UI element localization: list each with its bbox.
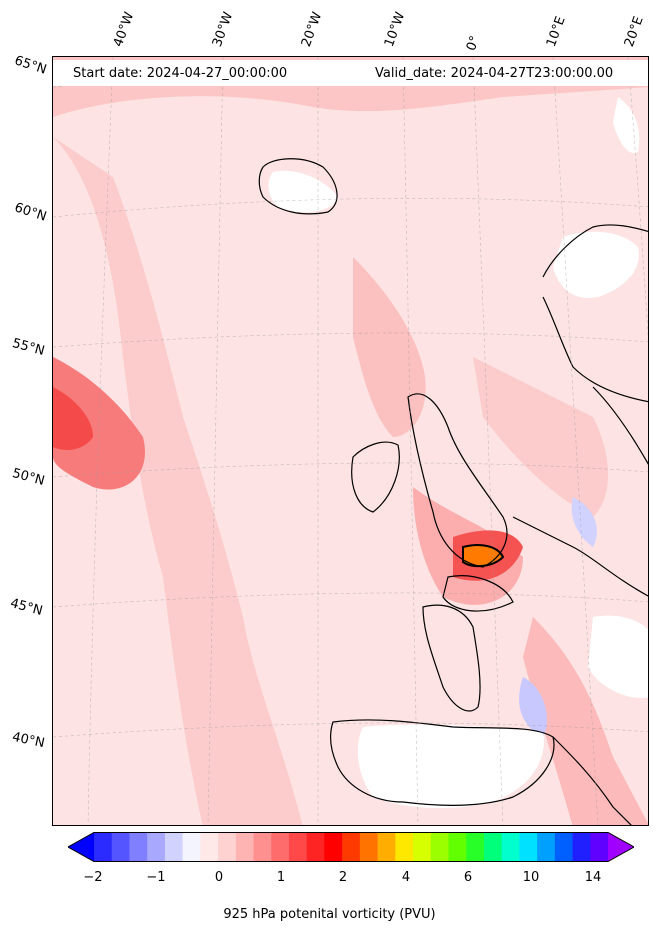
colorbar-cell bbox=[519, 832, 538, 862]
colorbar-cell bbox=[218, 832, 237, 862]
mask-norway-north bbox=[613, 97, 640, 153]
colorbar-cell bbox=[129, 832, 148, 862]
colorbar-extend-min bbox=[68, 832, 94, 862]
mask-iceland bbox=[268, 170, 338, 213]
colorbar-cell bbox=[271, 832, 290, 862]
colorbar-cell bbox=[395, 832, 414, 862]
colorbar-tick-label: 10 bbox=[522, 870, 540, 885]
mask-alps bbox=[588, 615, 648, 698]
lat-label-55n: 55°N bbox=[10, 336, 47, 359]
colorbar-cell bbox=[430, 832, 449, 862]
colorbar-cell bbox=[94, 832, 113, 862]
colorbar-cell bbox=[147, 832, 166, 862]
colorbar-cell bbox=[111, 832, 130, 862]
pv-negative-1 bbox=[519, 677, 547, 737]
pv-band-central bbox=[353, 257, 426, 437]
lat-label-65n: 65°N bbox=[12, 53, 49, 78]
colorbar-cell bbox=[448, 832, 467, 862]
lat-label-40n: 40°N bbox=[10, 729, 46, 752]
colorbar-cell bbox=[572, 832, 591, 862]
colorbar-tick-label: 6 bbox=[463, 870, 473, 885]
lon-label-20w: 20°W bbox=[298, 10, 326, 49]
colorbar-cell bbox=[235, 832, 255, 862]
pv-field-map bbox=[53, 57, 648, 825]
start-date-label: Start date: 2024-04-27_00:00:00 bbox=[73, 66, 288, 81]
lon-label-20e: 20°E bbox=[621, 14, 647, 50]
colorbar-cell bbox=[164, 832, 184, 862]
colorbar-cell bbox=[466, 832, 485, 862]
pv-negative-2 bbox=[571, 497, 597, 547]
colorbar-cell bbox=[377, 832, 396, 862]
colorbar-cell bbox=[590, 832, 609, 862]
lat-label-45n: 45°N bbox=[8, 596, 45, 619]
lon-label-40w: 40°W bbox=[110, 10, 138, 49]
colorbar-cell bbox=[554, 832, 574, 862]
colorbar-cell bbox=[288, 832, 308, 862]
lon-label-10e: 10°E bbox=[543, 14, 569, 50]
colorbar-cell bbox=[501, 832, 520, 862]
mask-scandinavia bbox=[553, 231, 639, 298]
colorbar-label: 925 hPa potenital vorticity (PVU) bbox=[223, 907, 436, 922]
colorbar-tick-label: 14 bbox=[584, 870, 602, 885]
colorbar-cell bbox=[537, 832, 556, 862]
colorbar-tick-label: 2 bbox=[338, 870, 348, 885]
colorbar-tick-label: −2 bbox=[83, 870, 103, 885]
colorbar-extend-max bbox=[608, 832, 634, 862]
colorbar bbox=[68, 832, 634, 862]
valid-date-label: Valid_date: 2024-04-27T23:00:00.00 bbox=[375, 66, 614, 81]
pv-band-west bbox=[53, 137, 303, 825]
lon-label-0: 0° bbox=[463, 33, 484, 53]
lon-label-30w: 30°W bbox=[209, 10, 237, 49]
colorbar-cell bbox=[182, 832, 201, 862]
colorbar-cell bbox=[200, 832, 219, 862]
colorbar-cell bbox=[324, 832, 343, 862]
colorbar-cell bbox=[342, 832, 361, 862]
coastlines bbox=[258, 158, 648, 825]
header-strip bbox=[53, 60, 648, 86]
map-panel[interactable] bbox=[52, 56, 649, 826]
colorbar-tick-label: 0 bbox=[214, 870, 224, 885]
colorbar-tick-label: 4 bbox=[401, 870, 411, 885]
lat-label-50n: 50°N bbox=[10, 466, 47, 489]
colorbar-cell bbox=[253, 832, 272, 862]
colorbar-cell bbox=[359, 832, 379, 862]
mask-iberia bbox=[357, 724, 544, 809]
lat-label-60n: 60°N bbox=[12, 200, 49, 225]
colorbar-cells bbox=[68, 832, 634, 862]
pv-band-northsea bbox=[473, 357, 608, 517]
colorbar-cell bbox=[413, 832, 432, 862]
colorbar-cell bbox=[306, 832, 325, 862]
colorbar-cell bbox=[483, 832, 503, 862]
colorbar-tick-label: 1 bbox=[276, 870, 286, 885]
pv-core-west bbox=[53, 387, 93, 450]
pv-band-south bbox=[523, 617, 648, 825]
colorbar-tick-label: −1 bbox=[146, 870, 166, 885]
colorbar-outline bbox=[68, 832, 634, 862]
lon-label-10w: 10°W bbox=[381, 10, 409, 49]
